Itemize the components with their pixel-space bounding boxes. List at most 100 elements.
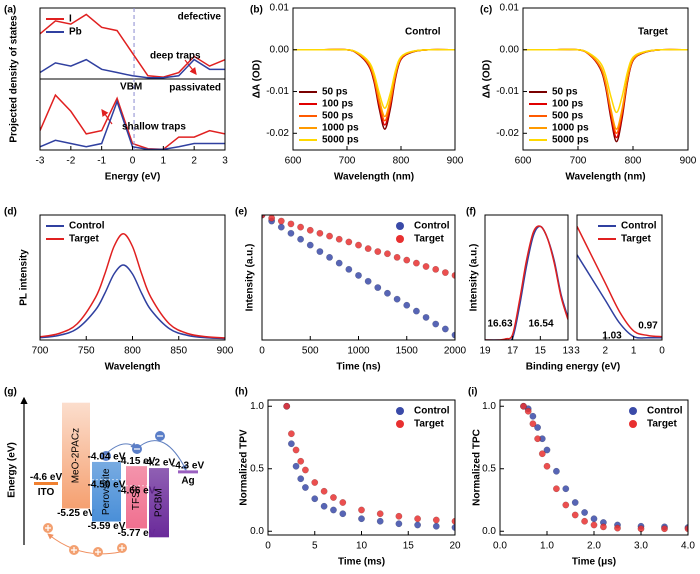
data-point <box>364 245 372 253</box>
data-point <box>393 253 401 261</box>
y-tick-label: 0.01 <box>270 3 290 14</box>
x-tick-label: 3 <box>222 156 228 167</box>
annotation: shallow traps <box>122 122 186 133</box>
data-line <box>40 93 225 150</box>
y-tick-label: 0.5 <box>482 463 496 474</box>
legend-label: Target <box>647 419 677 430</box>
data-point <box>403 256 411 264</box>
x-tick-label: 700 <box>32 346 49 357</box>
y-tick-label: 0.0 <box>250 526 264 537</box>
data-point <box>374 284 382 292</box>
data-line <box>523 48 688 139</box>
x-tick-label: 3 <box>574 346 580 357</box>
legend-label: Pb <box>69 27 82 38</box>
y-tick-label: 0.0 <box>482 526 496 537</box>
data-point <box>524 407 532 415</box>
data-point <box>529 412 537 420</box>
x-tick-label: 750 <box>78 346 95 357</box>
data-point <box>384 289 391 297</box>
data-point <box>277 217 285 225</box>
data-point <box>571 499 579 506</box>
data-point <box>326 253 333 261</box>
subplot-label: defective <box>178 12 222 23</box>
data-line <box>293 48 455 122</box>
plot-frame <box>39 214 226 341</box>
x-tick-label: 900 <box>447 156 464 167</box>
data-point <box>414 521 422 529</box>
x-axis-label: Wavelength (nm) <box>334 172 414 183</box>
annotation: Control <box>405 27 441 38</box>
energy-bar <box>126 466 147 529</box>
data-point <box>306 226 314 234</box>
x-axis-label: Time (ns) <box>336 362 380 373</box>
data-point <box>552 467 560 475</box>
level-label: -4.2 eV <box>143 458 176 469</box>
x-tick-label: 0 <box>659 346 665 357</box>
data-point <box>403 301 411 309</box>
data-point <box>311 479 319 486</box>
data-point <box>590 515 598 523</box>
bar-name: PCBM <box>154 488 165 517</box>
data-point <box>529 420 537 428</box>
y-tick-label: 0.00 <box>270 44 290 55</box>
trap-arrow <box>184 59 197 75</box>
legend-marker <box>629 420 637 428</box>
data-point <box>562 501 570 509</box>
x-axis-label: Time (ms) <box>338 557 385 568</box>
x-tick-label: 15 <box>403 541 415 552</box>
legend-marker <box>629 407 637 415</box>
x-tick-label: -1 <box>97 156 106 167</box>
data-point <box>287 430 295 438</box>
data-point <box>599 523 607 531</box>
legend-label: Target <box>69 234 99 245</box>
data-point <box>395 520 403 528</box>
x-tick-label: 1.0 <box>540 541 554 552</box>
data-point <box>661 525 668 533</box>
data-point <box>316 248 324 256</box>
x-tick-label: 800 <box>625 156 642 167</box>
data-point <box>581 509 589 516</box>
data-point <box>422 263 430 270</box>
x-tick-label: 2.0 <box>587 541 601 552</box>
data-point <box>520 402 527 410</box>
level-label: -4.6 eV <box>30 472 63 483</box>
panel-label: (g) <box>4 387 17 398</box>
level-label: -4.50 eV <box>88 479 126 490</box>
electrons <box>101 431 187 471</box>
data-point <box>384 250 391 258</box>
x-axis-label: Wavelength <box>105 362 161 373</box>
electron-path <box>139 440 187 471</box>
data-line <box>293 48 455 126</box>
x-tick-label: 800 <box>124 346 141 357</box>
data-point <box>543 462 551 470</box>
data-point <box>277 223 285 231</box>
energy-bar <box>62 402 90 509</box>
level-label: -4.04 eV <box>88 452 126 463</box>
data-point <box>297 457 305 465</box>
data-point <box>292 446 300 454</box>
data-point <box>335 235 343 243</box>
legend-label: 500 ps <box>322 111 354 122</box>
data-point <box>326 232 333 240</box>
data-point <box>320 487 328 495</box>
x-tick-label: 900 <box>217 346 234 357</box>
legend-label: I <box>69 14 72 25</box>
legend-marker <box>396 222 404 230</box>
x-tick-label: 19 <box>479 346 491 357</box>
panel-label: (e) <box>235 207 247 218</box>
x-tick-label: -3 <box>36 156 45 167</box>
data-point <box>432 320 440 328</box>
legend-marker <box>396 420 404 428</box>
energy-bar <box>149 468 169 538</box>
level-label: -5.77 eV <box>118 528 156 539</box>
data-point <box>441 325 449 333</box>
data-line <box>577 226 662 338</box>
y-axis-label: Projected density of states <box>9 15 20 143</box>
x-tick-label: 5 <box>312 541 318 552</box>
data-point <box>287 440 295 448</box>
annotation: Target <box>638 27 668 38</box>
panel-label: (h) <box>235 387 248 398</box>
data-point <box>395 512 403 520</box>
data-point <box>330 506 337 514</box>
